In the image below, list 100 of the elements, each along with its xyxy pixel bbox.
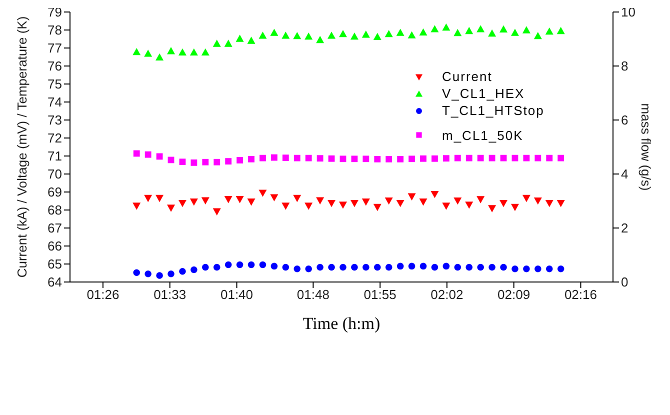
- point: [396, 262, 404, 270]
- x-axis-title: Time (h:m): [302, 314, 380, 333]
- point: [190, 48, 198, 56]
- point: [328, 264, 335, 271]
- point: [534, 265, 542, 272]
- point: [133, 269, 140, 276]
- point: [431, 264, 438, 271]
- point: [454, 28, 462, 36]
- point: [293, 194, 302, 202]
- point: [144, 270, 152, 278]
- x-tick-label: 01:33: [154, 287, 186, 302]
- point: [510, 204, 519, 212]
- point: [156, 53, 164, 61]
- x-tick-label: 01:26: [86, 287, 120, 302]
- point: [316, 155, 324, 162]
- point: [523, 154, 530, 162]
- point: [512, 154, 518, 162]
- point: [420, 155, 426, 162]
- point: [362, 264, 370, 271]
- point: [362, 30, 370, 38]
- point: [248, 261, 255, 268]
- y2-tick-label: 8: [621, 58, 628, 74]
- point: [408, 262, 416, 270]
- point: [328, 155, 335, 162]
- x-tick-label: 02:02: [430, 287, 464, 302]
- legend-label: T_CL1_HTStop: [442, 103, 544, 118]
- legend-label: m_CL1_50K: [442, 128, 524, 142]
- point: [247, 198, 256, 206]
- point: [316, 264, 324, 271]
- point: [384, 197, 393, 205]
- point: [558, 154, 564, 162]
- point: [179, 268, 186, 275]
- point: [351, 264, 358, 271]
- y-tick-label: 67: [48, 220, 62, 236]
- point: [190, 266, 198, 274]
- y-tick-label: 77: [48, 40, 62, 56]
- point: [432, 155, 438, 162]
- y2-tick-label: 2: [621, 220, 628, 236]
- point: [236, 34, 244, 42]
- y-tick-label: 69: [48, 184, 62, 200]
- point: [477, 154, 484, 162]
- point: [545, 27, 554, 35]
- point: [546, 154, 553, 162]
- legend-label: V_CL1_HEX: [442, 86, 525, 101]
- point: [420, 262, 427, 270]
- point: [500, 154, 507, 162]
- point: [374, 264, 381, 271]
- point: [270, 28, 278, 36]
- point: [167, 204, 176, 212]
- point: [236, 196, 244, 204]
- point: [201, 48, 210, 56]
- y-tick-label: 66: [48, 238, 62, 254]
- y-tick-label: 74: [48, 94, 62, 110]
- y2-tick-label: 4: [621, 166, 628, 182]
- point: [442, 155, 450, 162]
- point: [212, 40, 221, 47]
- point: [396, 200, 404, 208]
- x-tick-label: 01:40: [220, 287, 254, 302]
- point: [476, 196, 485, 204]
- point: [282, 32, 290, 39]
- point: [512, 265, 518, 272]
- point: [500, 25, 508, 32]
- point: [408, 156, 415, 162]
- point: [212, 208, 221, 216]
- point: [178, 48, 186, 56]
- point: [282, 264, 290, 271]
- point: [144, 194, 152, 202]
- y-axis-title: Current (kA) / Voltage (mV) / Temperature (K): [14, 16, 30, 278]
- point: [328, 200, 336, 208]
- point: [476, 25, 485, 32]
- point: [500, 264, 507, 271]
- point: [454, 197, 462, 205]
- point: [190, 198, 198, 206]
- point: [167, 47, 176, 54]
- point: [522, 194, 530, 202]
- point: [132, 202, 141, 210]
- point: [500, 200, 508, 208]
- point: [305, 265, 312, 272]
- point: [556, 200, 565, 208]
- point: [430, 190, 439, 198]
- point: [477, 264, 484, 271]
- y-tick-label: 76: [48, 58, 62, 74]
- point: [545, 200, 554, 208]
- point: [144, 151, 152, 158]
- point: [316, 197, 324, 204]
- point: [201, 197, 210, 204]
- point: [271, 154, 278, 161]
- point: [236, 261, 244, 268]
- point: [224, 261, 232, 268]
- point: [373, 204, 382, 212]
- point: [465, 26, 474, 34]
- point: [408, 31, 416, 38]
- point: [534, 154, 542, 162]
- point: [430, 25, 439, 32]
- point: [454, 154, 461, 162]
- point: [408, 193, 416, 200]
- y-tick-label: 75: [48, 76, 62, 92]
- x-tick-label: 02:09: [498, 287, 530, 302]
- x-tick-label: 01:55: [364, 287, 396, 302]
- point: [236, 157, 243, 164]
